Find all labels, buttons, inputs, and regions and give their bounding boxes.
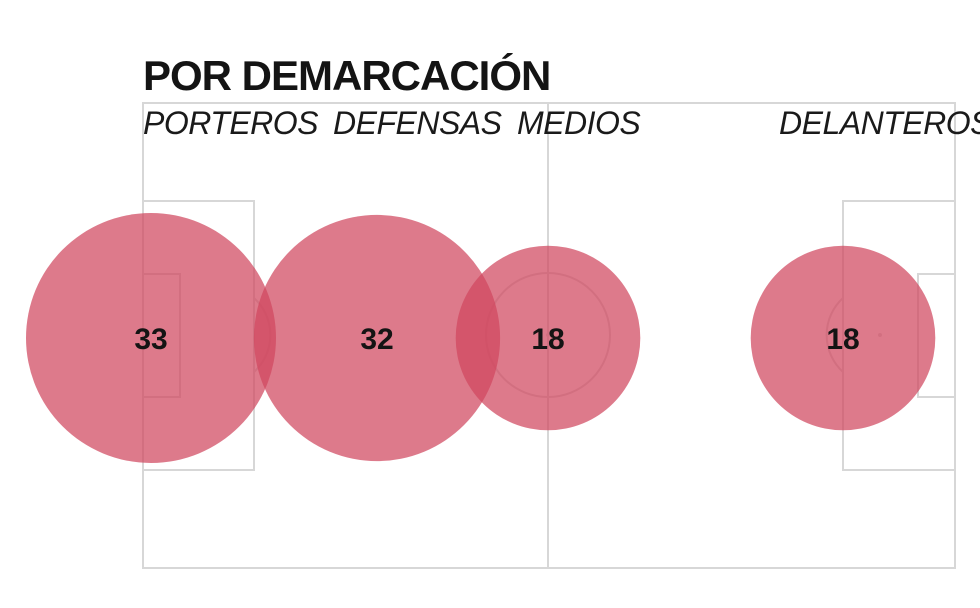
category-label-porteros: PORTEROS: [143, 105, 318, 141]
bubble-porteros: [26, 213, 276, 463]
bubble-defensas: [253, 214, 501, 462]
bubble-medios: [455, 245, 641, 431]
bubbles: [26, 213, 936, 463]
value-label-delanteros: 18: [826, 323, 859, 356]
category-labels: PORTEROS DEFENSAS MEDIOS DELANTEROS: [143, 105, 980, 141]
category-label-defensas: DEFENSAS: [333, 105, 502, 141]
value-label-porteros: 33: [134, 323, 167, 356]
value-labels: 33 32 18 18: [134, 323, 859, 356]
bubble-delanteros: [750, 245, 936, 431]
value-label-defensas: 32: [360, 323, 393, 356]
category-label-medios: MEDIOS: [517, 105, 640, 141]
chart-title: POR DEMARCACIÓN: [143, 51, 550, 99]
value-label-medios: 18: [531, 323, 564, 356]
category-label-delanteros: DELANTEROS: [779, 105, 980, 141]
